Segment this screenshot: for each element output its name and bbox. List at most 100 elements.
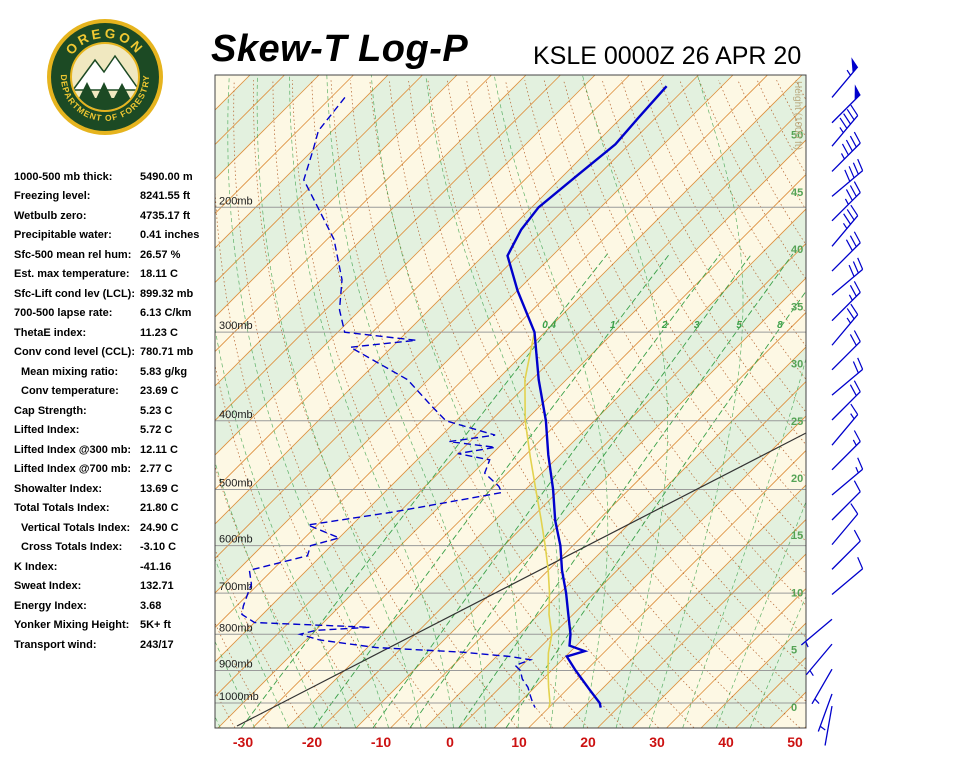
index-value: 26.57 % bbox=[140, 248, 181, 261]
wetbulb-trace bbox=[524, 332, 553, 708]
mixing-ratio-label: 5 bbox=[736, 320, 742, 331]
wind-barb bbox=[831, 291, 861, 322]
pressure-label: 800mb bbox=[219, 622, 253, 634]
pressure-label: 200mb bbox=[219, 195, 253, 207]
mixing-ratio-label: 3 bbox=[694, 320, 700, 331]
temp-axis-label: 40 bbox=[718, 734, 734, 750]
index-value: 4735.17 ft bbox=[140, 209, 191, 222]
station-datetime: KSLE 0000Z 26 APR 20 bbox=[533, 42, 802, 70]
index-row: Precipitable water: 0.41 inches bbox=[14, 226, 219, 246]
index-row: Cap Strength: 5.23 C bbox=[14, 401, 219, 421]
index-value: 24.90 C bbox=[140, 521, 179, 534]
svg-text:15: 15 bbox=[791, 530, 803, 542]
wind-barb bbox=[831, 142, 861, 172]
index-value: 5.83 g/kg bbox=[140, 365, 188, 378]
wind-barb bbox=[831, 170, 864, 197]
wind-barb bbox=[831, 215, 859, 247]
index-value: 23.69 C bbox=[140, 385, 179, 398]
pressure-label: 600mb bbox=[219, 534, 253, 546]
wind-barb bbox=[831, 391, 861, 421]
index-label: Cross Totals Index: bbox=[21, 541, 123, 554]
wind-barb bbox=[831, 491, 861, 521]
temp-axis-label: -30 bbox=[233, 734, 253, 750]
index-label: Freezing level: bbox=[14, 190, 91, 203]
pressure-label: 500mb bbox=[219, 478, 253, 490]
svg-text:50: 50 bbox=[791, 130, 803, 142]
index-row: Conv temperature: 23.69 C bbox=[14, 382, 219, 402]
mixing-ratio-label: 0.4 bbox=[542, 320, 556, 331]
pressure-label: 1000mb bbox=[219, 691, 259, 703]
index-label: Precipitable water: bbox=[14, 229, 112, 242]
mixing-ratio-label: 1 bbox=[610, 320, 616, 331]
wind-barb bbox=[831, 441, 861, 471]
index-label: Showalter Index: bbox=[14, 482, 103, 495]
index-row: 1000-500 mb thick: 5490.00 m bbox=[14, 167, 219, 187]
index-row: Lifted Index @700 mb: 2.77 C bbox=[14, 460, 219, 480]
index-row: Energy Index: 3.68 bbox=[14, 596, 219, 616]
reference-line bbox=[236, 432, 806, 727]
index-value: 132.71 bbox=[140, 580, 174, 593]
index-label: Est. max temperature: bbox=[14, 268, 130, 281]
index-row: ThetaE index: 11.23 C bbox=[14, 323, 219, 343]
index-label: Sweat Index: bbox=[14, 580, 82, 593]
wind-barb bbox=[831, 242, 861, 272]
wind-barb bbox=[831, 368, 864, 396]
index-row: 700-500 lapse rate: 6.13 C/km bbox=[14, 304, 219, 324]
index-label: 700-500 lapse rate: bbox=[14, 307, 113, 320]
index-value: 13.69 C bbox=[140, 482, 179, 495]
index-row: Showalter Index: 13.69 C bbox=[14, 479, 219, 499]
height-labels: 0 5 10 15 20 25 30 35 40 45 50 bbox=[791, 130, 803, 714]
pressure-label: 400mb bbox=[219, 409, 253, 421]
index-row: Transport wind: 243/17 bbox=[14, 635, 219, 655]
index-label: Vertical Totals Index: bbox=[21, 521, 131, 534]
temperature-trace bbox=[506, 85, 668, 708]
index-row: Vertical Totals Index: 24.90 C bbox=[14, 518, 219, 538]
odf-logo: OREGON DEPARTMENT OF FORESTRY bbox=[47, 19, 163, 135]
wind-barb bbox=[831, 268, 864, 296]
index-label: Lifted Index @700 mb: bbox=[14, 463, 132, 476]
svg-text:5: 5 bbox=[791, 645, 797, 657]
temp-axis-label: 10 bbox=[511, 734, 527, 750]
index-label: ThetaE index: bbox=[14, 326, 87, 339]
temp-axis-labels: -30 -20 -10 0 10 20 30 40 50 bbox=[233, 734, 803, 750]
mixing-ratio-labels: 0.4 1 2 3 5 8 bbox=[542, 320, 783, 331]
wind-barb bbox=[831, 468, 864, 496]
dewpoint-trace bbox=[241, 96, 536, 708]
index-value: 11.23 C bbox=[140, 326, 178, 339]
index-label: Mean mixing ratio: bbox=[21, 365, 119, 378]
svg-text:25: 25 bbox=[791, 416, 803, 428]
index-row: K Index: -41.16 bbox=[14, 557, 219, 577]
index-label: Conv cond level (CCL): bbox=[14, 346, 136, 359]
wind-barb bbox=[831, 115, 859, 147]
index-row: Sweat Index: 132.71 bbox=[14, 577, 219, 597]
index-label: Energy Index: bbox=[14, 599, 87, 612]
index-value: 21.80 C bbox=[140, 502, 179, 515]
wind-barb bbox=[831, 314, 859, 346]
indices-panel: 1000-500 mb thick: 5490.00 m Freezing leve… bbox=[14, 167, 219, 655]
height-axis-title: Height (1000 ft) bbox=[792, 81, 803, 150]
index-row: Yonker Mixing Height: 5K+ ft bbox=[14, 616, 219, 636]
wind-barb bbox=[800, 618, 833, 646]
index-row: Cross Totals Index: -3.10 C bbox=[14, 538, 219, 558]
temp-axis-label: 50 bbox=[787, 734, 803, 750]
wind-barb bbox=[831, 513, 859, 546]
index-value: 18.11 C bbox=[140, 268, 178, 281]
wind-barb bbox=[831, 66, 859, 98]
index-label: Yonker Mixing Height: bbox=[14, 619, 130, 632]
index-row: Mean mixing ratio: 5.83 g/kg bbox=[14, 362, 219, 382]
index-value: 5490.00 m bbox=[140, 170, 193, 183]
pressure-label: 900mb bbox=[219, 659, 253, 671]
svg-text:10: 10 bbox=[791, 587, 803, 599]
index-value: 6.13 C/km bbox=[140, 307, 192, 320]
index-label: Wetbulb zero: bbox=[14, 209, 87, 222]
wind-barb bbox=[824, 705, 833, 746]
index-label: Sfc-500 mean rel hum: bbox=[14, 248, 132, 261]
index-label: Lifted Index: bbox=[14, 424, 80, 437]
svg-text:0: 0 bbox=[791, 702, 797, 714]
index-value: 8241.55 ft bbox=[140, 190, 191, 203]
index-row: Wetbulb zero: 4735.17 ft bbox=[14, 206, 219, 226]
wind-barb bbox=[831, 568, 864, 595]
index-label: Conv temperature: bbox=[21, 385, 119, 398]
svg-text:35: 35 bbox=[791, 301, 803, 313]
